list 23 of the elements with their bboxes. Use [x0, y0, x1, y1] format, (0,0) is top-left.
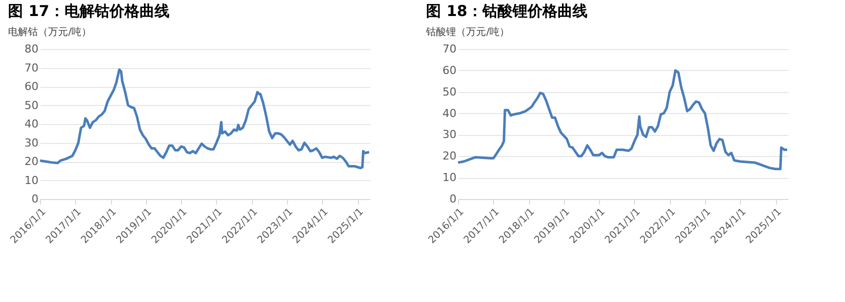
y-tick-label: 50 [24, 98, 38, 112]
y-tick-label: 10 [24, 174, 38, 187]
chart-subtitle: 电解钴（万元/吨） [8, 26, 92, 38]
y-tick-label: 70 [442, 42, 456, 56]
y-tick-label: 20 [442, 150, 456, 163]
y-tick-label: 30 [442, 128, 456, 142]
y-tick-label: 30 [24, 136, 38, 150]
chart-subtitle: 钴酸锂（万元/吨） [425, 26, 510, 38]
y-tick-label: 60 [24, 80, 38, 93]
chart-title: 图 17：电解钴价格曲线 [8, 2, 170, 20]
y-tick-label: 0 [450, 192, 456, 206]
y-tick-label: 40 [442, 106, 456, 120]
y-tick-label: 40 [24, 118, 38, 130]
y-tick-label: 20 [24, 155, 38, 168]
y-tick-label: 60 [442, 64, 456, 77]
y-tick-label: 50 [442, 85, 456, 98]
line-series [38, 68, 370, 170]
line-series [456, 69, 788, 170]
y-tick-label: 0 [32, 192, 38, 206]
y-tick-label: 80 [24, 42, 38, 56]
y-tick-label: 70 [24, 61, 38, 74]
y-tick-label: 10 [442, 171, 456, 184]
chart-title: 图 18：钴酸锂价格曲线 [426, 2, 588, 20]
